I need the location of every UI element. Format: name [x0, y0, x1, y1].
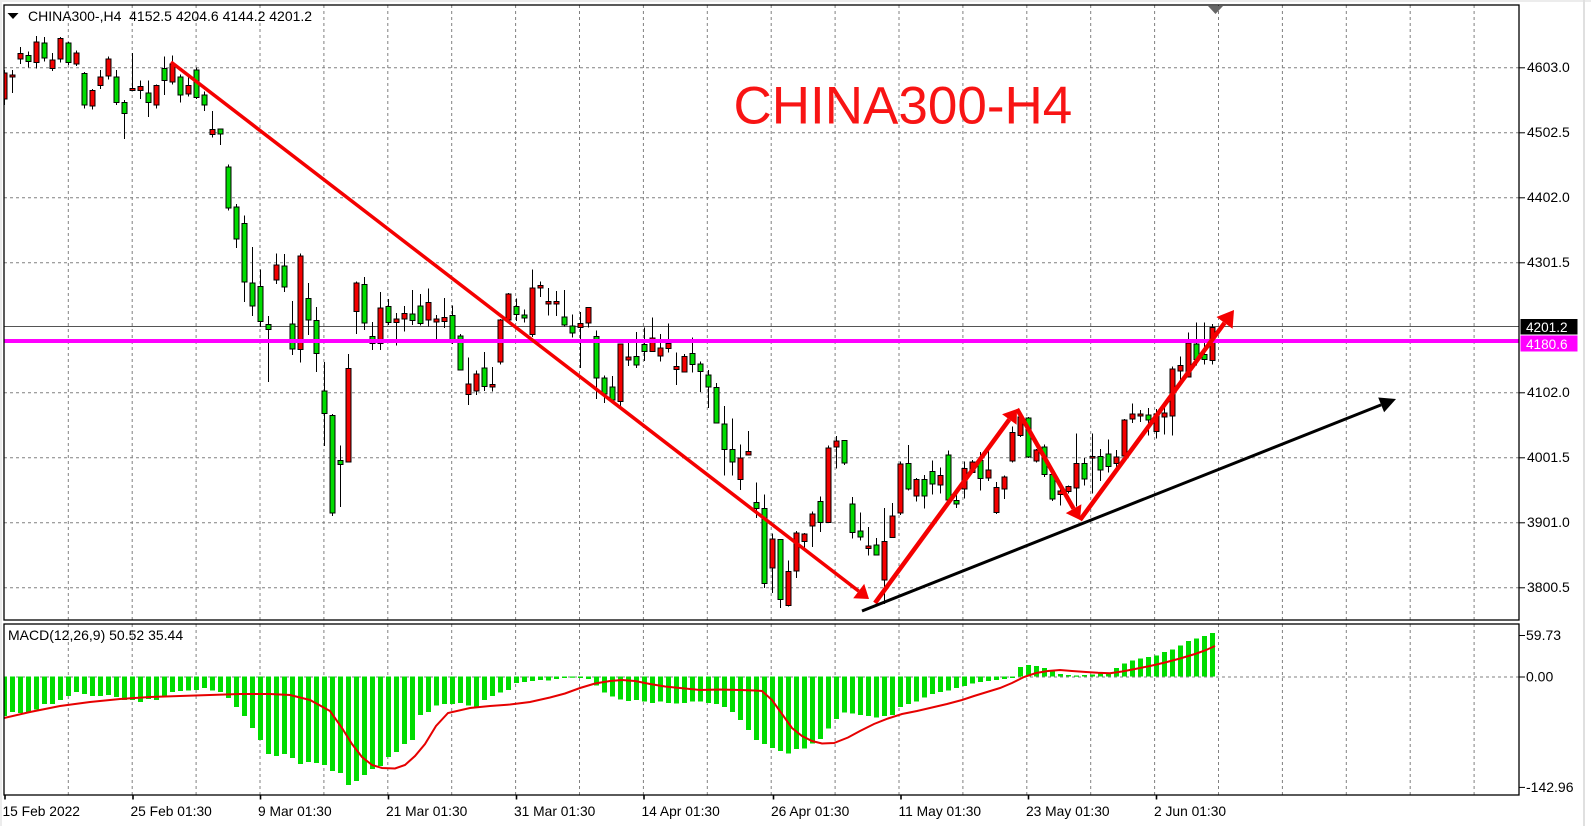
svg-text:-142.96: -142.96: [1526, 779, 1574, 795]
svg-text:25 Feb 01:30: 25 Feb 01:30: [131, 804, 213, 819]
svg-text:15 Feb 2022: 15 Feb 2022: [3, 804, 80, 819]
svg-text:4001.5: 4001.5: [1527, 449, 1570, 465]
svg-text:11 May 01:30: 11 May 01:30: [899, 804, 982, 819]
svg-text:0.00: 0.00: [1526, 669, 1553, 685]
svg-text:31 Mar 01:30: 31 Mar 01:30: [514, 804, 596, 819]
svg-text:21 Mar 01:30: 21 Mar 01:30: [386, 804, 468, 819]
svg-text:CHINA300-H4: CHINA300-H4: [734, 77, 1073, 136]
svg-text:4301.5: 4301.5: [1527, 254, 1570, 270]
svg-text:4180.6: 4180.6: [1526, 337, 1568, 352]
svg-text:59.73: 59.73: [1526, 627, 1561, 643]
svg-text:4102.0: 4102.0: [1527, 384, 1570, 400]
svg-text:3800.5: 3800.5: [1527, 579, 1570, 595]
svg-text:MACD(12,26,9) 50.52 35.44: MACD(12,26,9) 50.52 35.44: [8, 627, 183, 643]
svg-text:4201.2: 4201.2: [1526, 320, 1568, 335]
svg-text:23 May 01:30: 23 May 01:30: [1026, 804, 1110, 819]
svg-text:4402.0: 4402.0: [1527, 189, 1570, 205]
svg-text:CHINA300-,H4 4152.5 4204.6 41: CHINA300-,H4 4152.5 4204.6 4144.2 4201.2: [28, 8, 312, 24]
svg-text:4502.5: 4502.5: [1527, 124, 1570, 140]
svg-text:14 Apr 01:30: 14 Apr 01:30: [642, 804, 721, 819]
svg-text:2 Jun 01:30: 2 Jun 01:30: [1154, 804, 1226, 819]
svg-text:4603.0: 4603.0: [1527, 59, 1570, 75]
svg-text:26 Apr 01:30: 26 Apr 01:30: [771, 804, 850, 819]
svg-text:9 Mar 01:30: 9 Mar 01:30: [258, 804, 332, 819]
svg-text:3901.0: 3901.0: [1527, 514, 1570, 530]
